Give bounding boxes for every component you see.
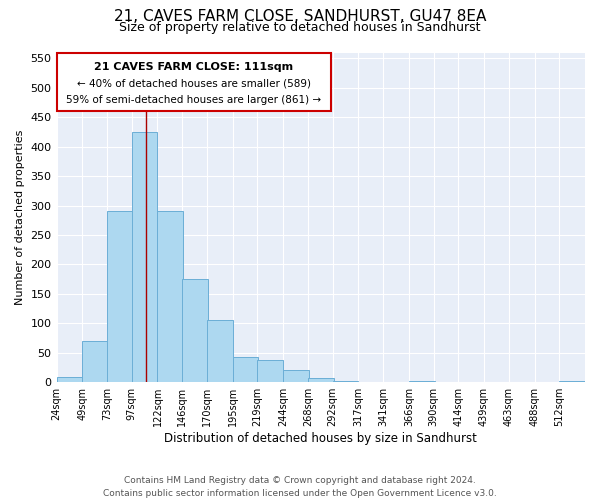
Bar [157,212,183,382]
Bar [132,132,157,382]
Text: Size of property relative to detached houses in Sandhurst: Size of property relative to detached ho… [119,21,481,34]
Y-axis label: Number of detached properties: Number of detached properties [15,130,25,305]
Text: 21 CAVES FARM CLOSE: 111sqm: 21 CAVES FARM CLOSE: 111sqm [94,62,293,72]
Text: 59% of semi-detached houses are larger (861) →: 59% of semi-detached houses are larger (… [66,94,321,104]
X-axis label: Distribution of detached houses by size in Sandhurst: Distribution of detached houses by size … [164,432,477,445]
FancyBboxPatch shape [56,52,331,112]
Text: 21, CAVES FARM CLOSE, SANDHURST, GU47 8EA: 21, CAVES FARM CLOSE, SANDHURST, GU47 8E… [114,9,486,24]
Bar [182,279,208,382]
Bar [559,381,585,382]
Bar [257,360,283,382]
Bar [233,357,259,382]
Bar [308,378,334,382]
Bar [332,381,358,382]
Bar [56,378,82,382]
Text: ← 40% of detached houses are smaller (589): ← 40% of detached houses are smaller (58… [77,78,311,88]
Bar [283,370,309,382]
Bar [107,212,133,382]
Bar [207,320,233,382]
Bar [409,381,434,382]
Bar [82,341,108,382]
Text: Contains HM Land Registry data © Crown copyright and database right 2024.
Contai: Contains HM Land Registry data © Crown c… [103,476,497,498]
